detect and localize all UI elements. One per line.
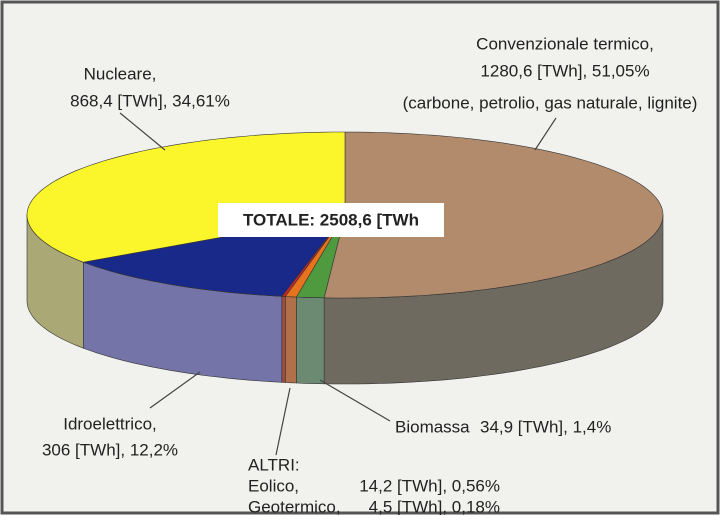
leader-line (275, 387, 291, 456)
total-box (218, 203, 444, 237)
slice (26, 131, 346, 263)
slice-side (296, 296, 325, 385)
leader-line (149, 371, 201, 409)
leader-line (319, 379, 391, 422)
value-label: 34,9 [TWh], 1,4% (480, 417, 611, 436)
slice-side (281, 295, 286, 383)
value-label: 4,5 [TWh], 0,18% (369, 497, 500, 515)
category-label: Idroelettrico, (63, 414, 157, 433)
value-label: 1280,6 [TWh], 51,05% (480, 61, 649, 80)
slice (323, 131, 664, 299)
category-label: Eolico, (248, 476, 299, 495)
pie (26, 131, 664, 385)
category-label: Nucleare, (84, 64, 157, 83)
value-label: 14,2 [TWh], 0,56% (359, 476, 500, 495)
slice-side (285, 296, 297, 384)
category-label: Geotermico, (248, 497, 341, 515)
value-label: 868,4 [TWh], 34,61% (70, 91, 230, 110)
chart-title: TOTALE: 2508,6 [TWh (243, 210, 419, 229)
leader-line (534, 117, 557, 151)
category-label: Convenzionale termico, (476, 34, 654, 53)
category-label: Biomassa (395, 417, 470, 436)
value-label: 306 [TWh], 12,2% (42, 440, 178, 459)
annotation: (carbone, petrolio, gas naturale, lignit… (403, 93, 698, 112)
annotation: ALTRI: (248, 455, 300, 474)
leader-line (119, 112, 166, 151)
